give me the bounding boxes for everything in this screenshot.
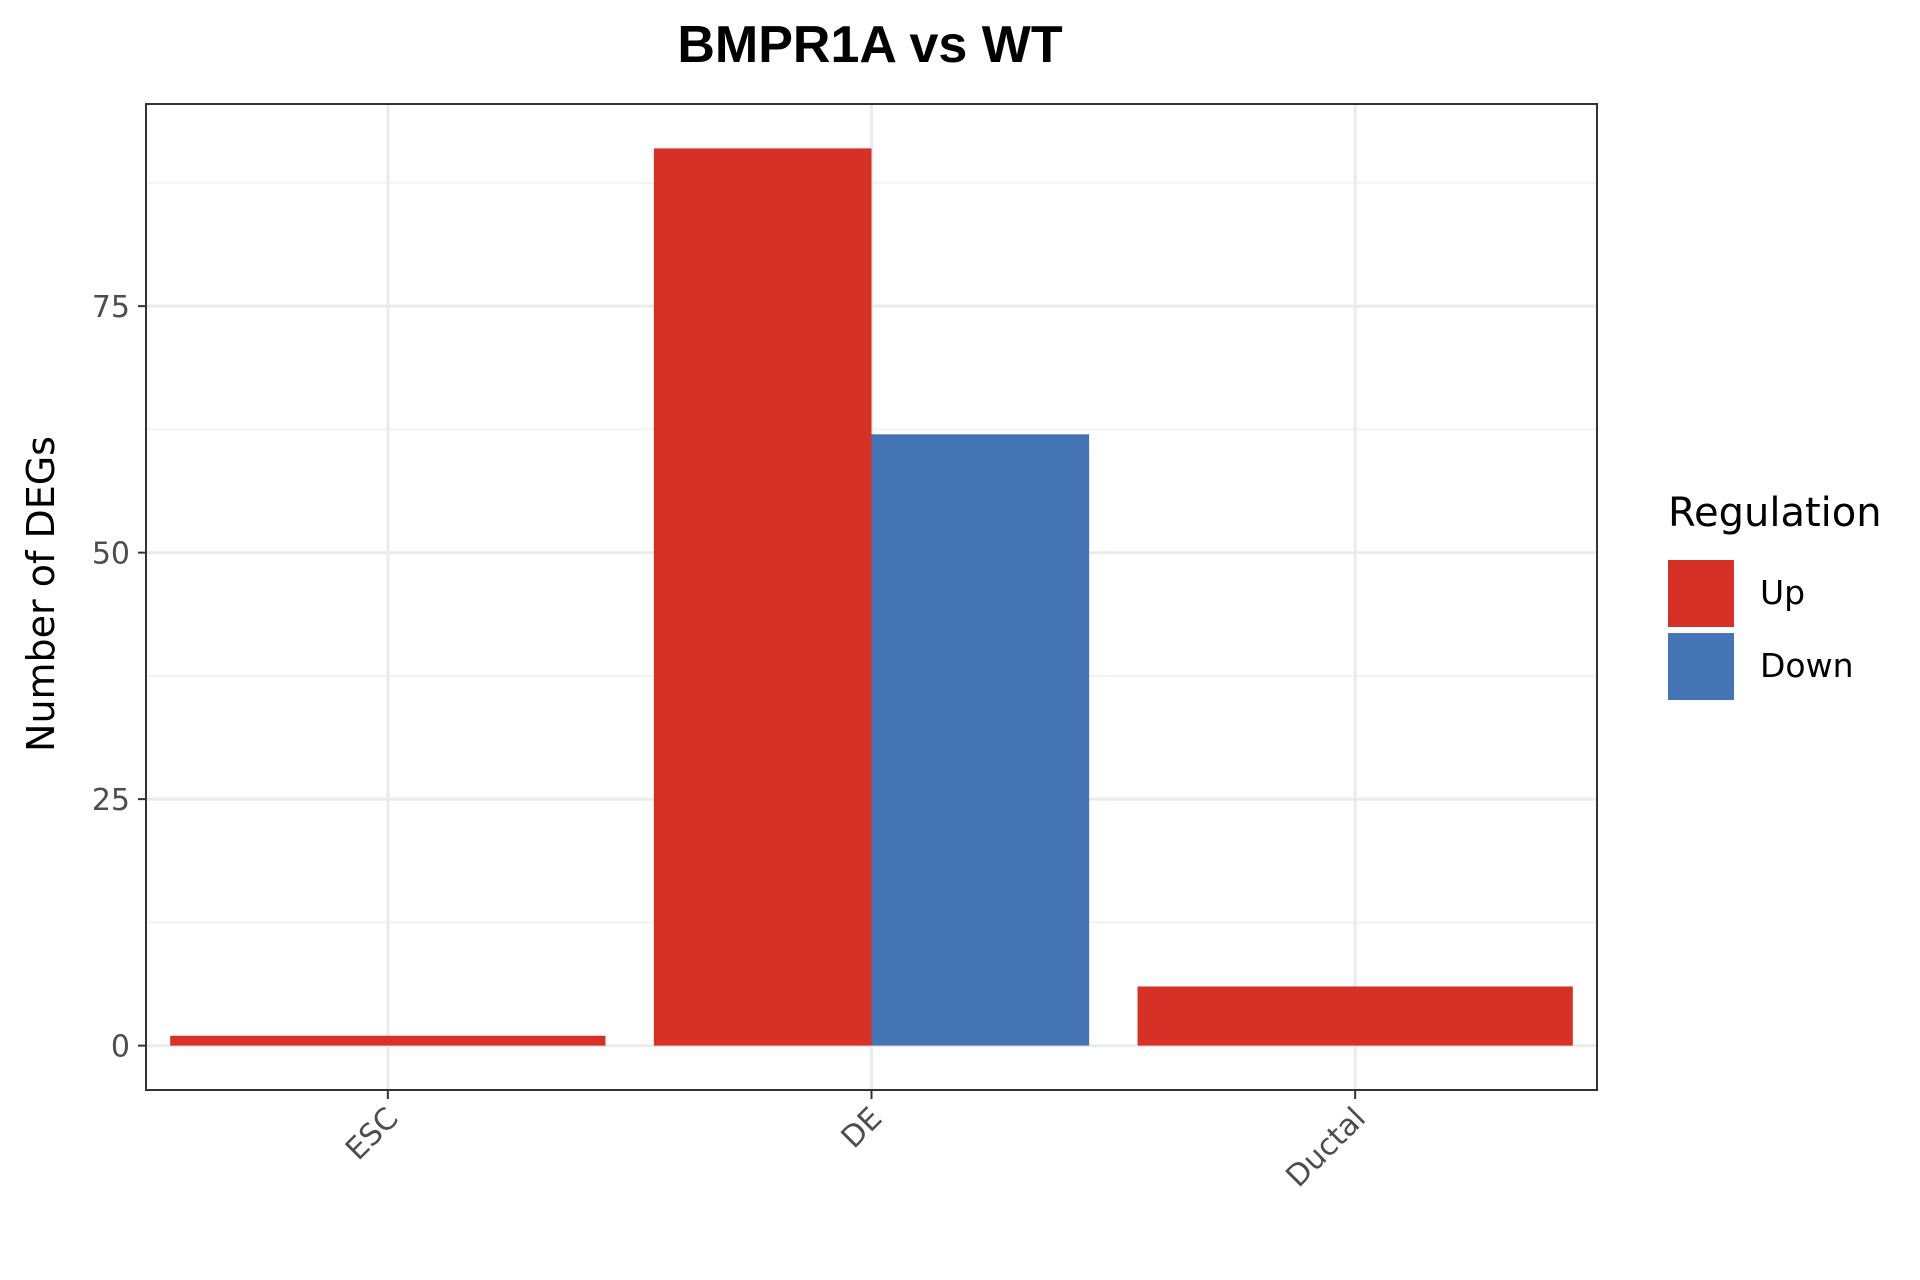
x-tick-label: ESC — [339, 1101, 405, 1167]
legend-key-down — [1668, 633, 1734, 700]
y-tick-label: 50 — [92, 537, 130, 572]
bar-up-de — [653, 148, 872, 1046]
legend-label-up: Up — [1760, 573, 1805, 612]
y-tick-label: 0 — [111, 1030, 130, 1065]
legend-items: Up Down — [1668, 560, 1854, 700]
y-tick-label: 75 — [92, 290, 130, 325]
y-axis-title: Number of DEGs — [19, 436, 63, 752]
legend-key-up — [1668, 560, 1734, 627]
bar-down-de — [871, 434, 1090, 1046]
x-tick-label: Ductal — [1279, 1101, 1372, 1194]
legend-label-down: Down — [1760, 646, 1854, 685]
bar-up-ductal — [1137, 986, 1573, 1046]
bars-layer — [170, 148, 1573, 1046]
legend-title: Regulation — [1668, 490, 1882, 536]
legend: Regulation Up Down — [1668, 490, 1882, 700]
chart-title: BMPR1A vs WT — [677, 16, 1062, 74]
y-tick-label: 25 — [92, 783, 130, 818]
legend-item-up: Up — [1668, 560, 1805, 627]
x-tick-label: DE — [835, 1101, 889, 1155]
bar-up-esc — [170, 1035, 606, 1046]
legend-item-down: Down — [1668, 633, 1854, 700]
